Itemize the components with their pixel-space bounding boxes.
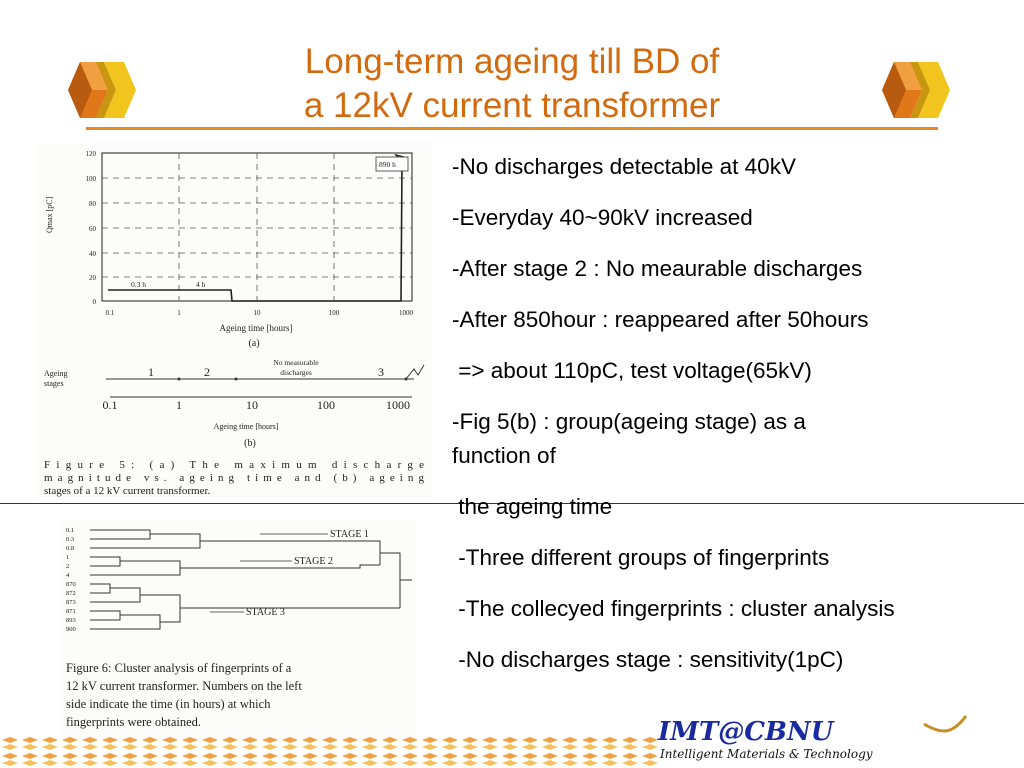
x-tick: 0.1 bbox=[106, 309, 115, 317]
b-axis-label: Ageing time [hours] bbox=[214, 422, 279, 431]
stage-3-cluster: STAGE 3 bbox=[246, 607, 285, 618]
stage-3-label: 3 bbox=[378, 365, 384, 379]
b-tick: 10 bbox=[246, 398, 258, 412]
stages-label-2: stages bbox=[44, 379, 64, 388]
bullet-item: -No discharges detectable at 40kV bbox=[452, 154, 796, 179]
bullet-item: -Fig 5(b) : group(ageing stage) as a bbox=[452, 409, 806, 434]
title-line-2: a 12kV current transformer bbox=[303, 86, 721, 125]
y-tick: 100 bbox=[86, 175, 97, 183]
fig6-caption-line-1: Figure 6: Cluster analysis of fingerprin… bbox=[66, 661, 292, 675]
leaf-label: 4 bbox=[66, 572, 70, 579]
bullet-item: -The collecyed fingerprints : cluster an… bbox=[452, 596, 895, 621]
x-tick: 10 bbox=[254, 309, 262, 317]
y-tick: 120 bbox=[86, 150, 97, 158]
y-axis-label: Qmax [pC] bbox=[45, 196, 54, 233]
y-tick: 0 bbox=[93, 298, 97, 306]
fig5-caption-line-3: stages of a 12 kV current transformer. bbox=[44, 485, 211, 497]
annotation-03h: 0.3 h bbox=[131, 280, 146, 289]
footer-pattern bbox=[0, 736, 660, 768]
leaf-label: 0.1 bbox=[66, 527, 74, 534]
figure-5: 120 100 80 60 40 20 0 Qmax [pC] 0.1 1 10… bbox=[36, 143, 432, 499]
title-line-1: Long-term ageing till BD of bbox=[304, 42, 720, 81]
x-tick: 1 bbox=[177, 309, 181, 317]
fig6-caption-line-4: fingerprints were obtained. bbox=[66, 715, 201, 729]
x-axis-label: Ageing time [hours] bbox=[220, 323, 293, 333]
bullet-item: -No discharges stage : sensitivity(1pC) bbox=[452, 647, 844, 672]
x-tick: 100 bbox=[329, 309, 340, 317]
bullet-item: -Three different groups of fingerprints bbox=[452, 545, 830, 570]
bullet-item: the ageing time bbox=[452, 494, 613, 519]
no-measurable-line-2: discharges bbox=[280, 368, 312, 377]
figure-6: 0.1 0.3 0.8 1 2 4 870 872 873 871 893 90… bbox=[60, 520, 416, 740]
fig6-caption-line-3: side indicate the time (in hours) at whi… bbox=[66, 697, 271, 711]
leaf-label: 900 bbox=[66, 626, 76, 633]
logo-name: IMT@CBNU bbox=[657, 717, 835, 747]
imt-cbnu-logo: IMT@CBNU Intelligent Materials & Technol… bbox=[657, 715, 968, 761]
stage-1-label: 1 bbox=[148, 365, 154, 379]
fig6-caption-line-2: 12 kV current transformer. Numbers on th… bbox=[66, 679, 302, 693]
b-tick: 0.1 bbox=[103, 398, 118, 412]
b-tick: 100 bbox=[317, 398, 335, 412]
y-tick: 40 bbox=[89, 250, 97, 258]
fig5-caption-line-1: Figure 5: (a) The maximum discharge bbox=[44, 459, 424, 471]
leaf-label: 1 bbox=[66, 554, 69, 561]
leaf-label: 0.8 bbox=[66, 545, 74, 552]
horizontal-divider bbox=[0, 503, 1024, 504]
x-tick: 1000 bbox=[399, 309, 414, 317]
logo-tagline: Intelligent Materials & Technology bbox=[659, 747, 873, 761]
stage-2-label: 2 bbox=[204, 365, 210, 379]
panel-b-label: (b) bbox=[244, 438, 256, 449]
leaf-label: 873 bbox=[66, 599, 76, 606]
annotation-4h: 4 h bbox=[196, 280, 206, 289]
leaf-label: 872 bbox=[66, 590, 76, 597]
leaf-label: 870 bbox=[66, 581, 76, 588]
slide-title: Long-term ageing till BD of a 12kV curre… bbox=[200, 40, 824, 128]
right-cube-icon bbox=[882, 62, 950, 118]
stage-2-cluster: STAGE 2 bbox=[294, 556, 333, 567]
title-underline bbox=[86, 127, 938, 130]
stages-label-1: Ageing bbox=[44, 369, 68, 378]
leaf-label: 0.3 bbox=[66, 536, 74, 543]
bullet-item: => about 110pC, test voltage(65kV) bbox=[452, 358, 812, 383]
bullet-item: function of bbox=[452, 443, 556, 468]
bullet-item: -After 850hour : reappeared after 50hour… bbox=[452, 307, 869, 332]
annotation-890h: 890 h bbox=[379, 160, 396, 169]
leaf-label: 893 bbox=[66, 617, 76, 624]
leaf-label: 871 bbox=[66, 608, 76, 615]
bullet-item: -After stage 2 : No meaurable discharges bbox=[452, 256, 863, 281]
leaf-label: 2 bbox=[66, 563, 69, 570]
y-tick: 80 bbox=[89, 200, 97, 208]
b-tick: 1000 bbox=[386, 398, 410, 412]
y-tick: 20 bbox=[89, 274, 97, 282]
no-measurable-line-1: No measurable bbox=[273, 358, 319, 367]
stage-1-cluster: STAGE 1 bbox=[330, 529, 369, 540]
b-tick: 1 bbox=[176, 398, 182, 412]
bullet-item: -Everyday 40~90kV increased bbox=[452, 205, 753, 230]
panel-a-label: (a) bbox=[248, 338, 259, 349]
y-tick: 60 bbox=[89, 225, 97, 233]
left-cube-icon bbox=[68, 62, 136, 118]
